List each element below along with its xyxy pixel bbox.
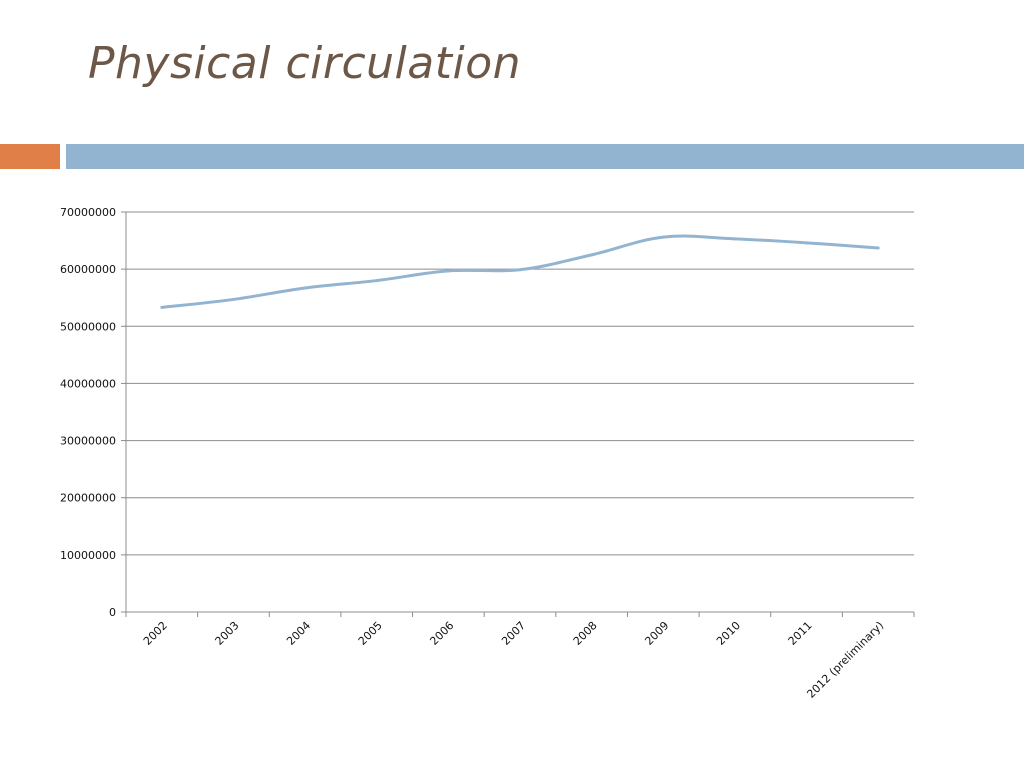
accent-bar-left	[0, 144, 60, 169]
y-tick-label: 10000000	[60, 549, 116, 562]
data-point	[876, 246, 880, 250]
y-tick-label: 0	[109, 606, 116, 619]
y-tick-label: 60000000	[60, 263, 116, 276]
y-tick-label: 40000000	[60, 377, 116, 390]
data-point	[518, 268, 522, 272]
data-point	[160, 305, 164, 309]
data-point	[231, 297, 235, 301]
y-tick-label: 70000000	[60, 206, 116, 219]
x-tick-label: 2005	[356, 619, 385, 648]
x-tick-label: 2008	[571, 619, 600, 648]
accent-bar-right	[66, 144, 1024, 169]
y-tick-label: 50000000	[60, 320, 116, 333]
data-point	[375, 279, 379, 283]
data-point	[733, 237, 737, 241]
slide-title: Physical circulation	[88, 38, 522, 89]
series	[160, 234, 880, 309]
x-tick-label: 2011	[786, 619, 815, 648]
x-tick-label: 2010	[714, 619, 743, 648]
data-point	[661, 235, 665, 239]
data-point	[805, 241, 809, 245]
axes	[121, 211, 915, 617]
data-point	[303, 286, 307, 290]
x-tick-label: 2004	[284, 619, 313, 648]
series-line	[161, 234, 879, 309]
x-tick-label: 2009	[642, 619, 671, 648]
x-tick-label: 2002	[141, 619, 170, 648]
y-tick-label: 30000000	[60, 435, 116, 448]
y-tick-labels: 0 10000000 20000000 30000000 40000000 5000000…	[60, 206, 116, 619]
data-point	[446, 269, 450, 273]
data-point	[590, 253, 594, 257]
x-tick-label: 2006	[427, 619, 456, 648]
y-tick-label: 20000000	[60, 492, 116, 505]
x-tick-labels: 2002 2003 2004 2005 2006 2007 2008 2009 2010 2011…	[141, 619, 886, 701]
gridlines	[126, 211, 914, 556]
x-tick-label: 2007	[499, 619, 528, 648]
x-tick-label: 2012 (preliminary)	[804, 619, 886, 701]
x-tick-label: 2003	[213, 619, 242, 648]
